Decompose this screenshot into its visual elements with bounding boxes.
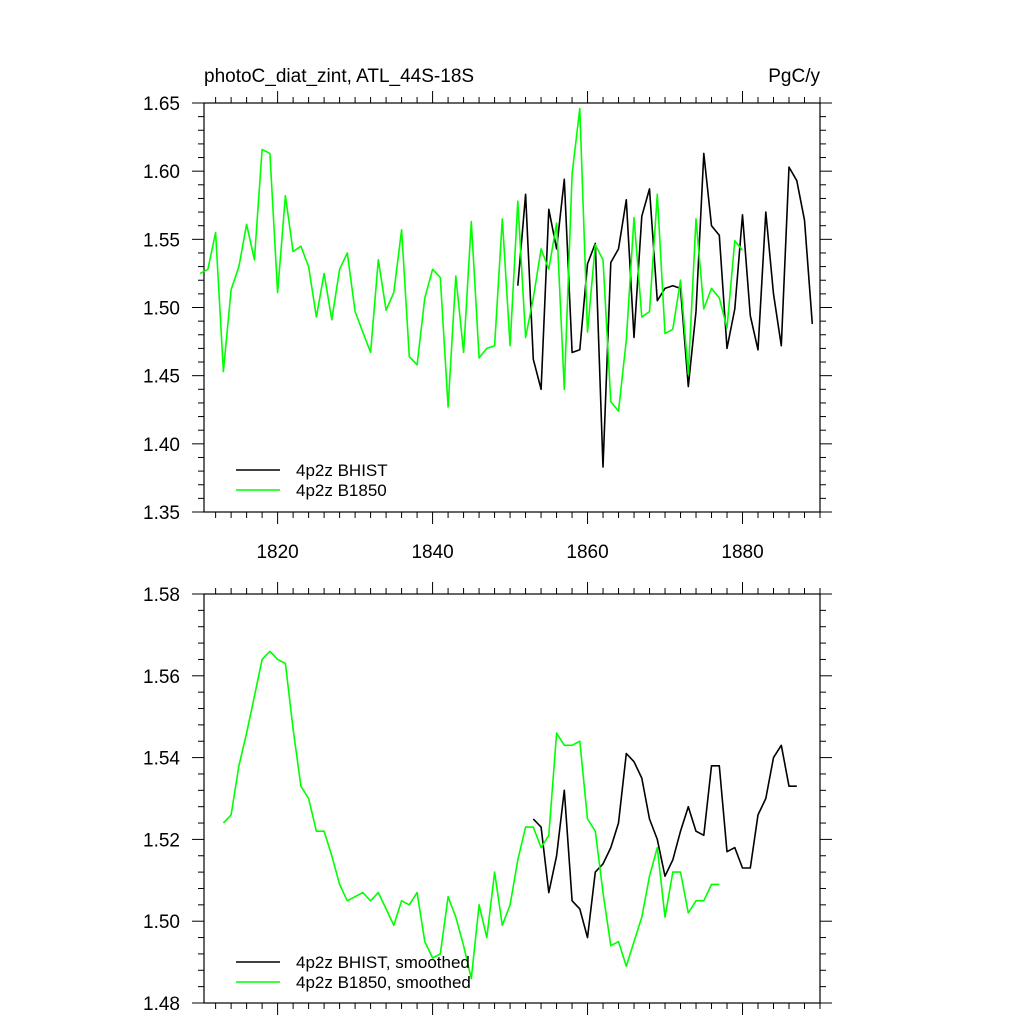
y-tick-label: 1.50	[143, 912, 180, 933]
series-line-1	[199, 107, 744, 412]
x-tick-label: 1840	[411, 542, 453, 563]
y-tick-label: 1.40	[143, 435, 180, 456]
legend-label: 4p2z B1850, smoothed	[296, 973, 471, 992]
y-tick-label: 1.56	[143, 667, 180, 688]
x-tick-label: 1860	[566, 542, 608, 563]
series-line-1	[222, 650, 720, 980]
y-tick-label: 1.58	[143, 585, 180, 606]
y-tick-label: 1.52	[143, 830, 180, 851]
legend-label: 4p2z BHIST	[296, 461, 388, 480]
bottom-panel: 1.48 1.50 1.52 1.54 1.56 1.58 4p2z BHIST, smoo…	[143, 582, 832, 1015]
x-tick-label: 1820	[256, 542, 298, 563]
y-tick-label: 1.60	[143, 162, 180, 183]
plot-frame	[203, 593, 821, 1004]
y-tick-label: 1.65	[143, 94, 180, 115]
y-tick-label: 1.35	[143, 503, 180, 524]
y-tick-label: 1.48	[143, 994, 180, 1015]
series-line-0	[517, 152, 814, 468]
legend-label: 4p2z BHIST, smoothed	[296, 953, 470, 972]
chart-title: photoC_diat_zint, ATL_44S-18S	[204, 66, 474, 87]
top-panel: 1820 1840 1860 1880 1.35 1.40 1.45 1.50 1.55 1.60…	[143, 91, 832, 563]
y-tick-label: 1.54	[143, 749, 180, 770]
units-label: PgC/y	[768, 66, 820, 87]
y-tick-label: 1.50	[143, 299, 180, 320]
series-line-0	[532, 744, 797, 939]
y-tick-label: 1.45	[143, 367, 180, 388]
y-tick-label: 1.55	[143, 230, 180, 251]
x-tick-label: 1880	[721, 542, 763, 563]
legend-label: 4p2z B1850	[296, 481, 387, 500]
